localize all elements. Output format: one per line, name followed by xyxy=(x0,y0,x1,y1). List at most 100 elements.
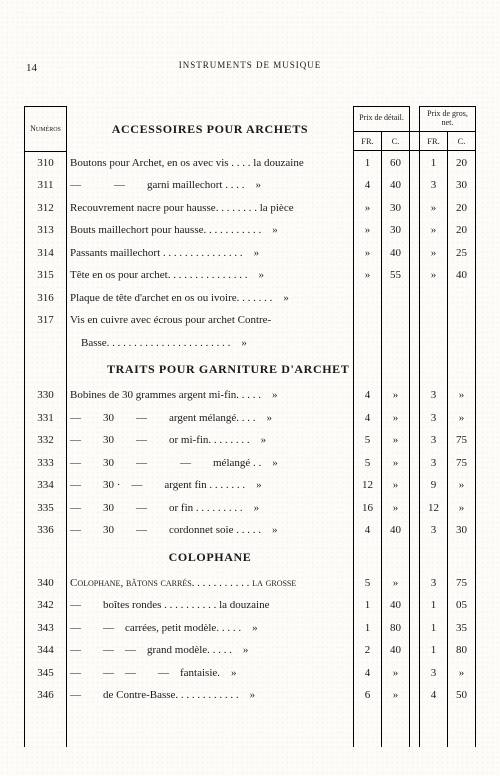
table-row: 335— 30 — or fin . . . . . . . . . »16»1… xyxy=(25,497,476,520)
price-cell: 35 xyxy=(448,617,476,640)
item-number: 333 xyxy=(25,452,67,475)
table-row: 332— 30 — or mi-fin. . . . . . . . »5»37… xyxy=(25,429,476,452)
price-cell xyxy=(382,287,410,310)
item-description: Passants maillechort . . . . . . . . . .… xyxy=(67,242,354,265)
price-cell xyxy=(448,332,476,355)
item-description: Boutons pour Archet, en os avec vis . . … xyxy=(67,151,354,174)
price-cell: 40 xyxy=(382,639,410,662)
item-number xyxy=(25,332,67,355)
price-cell xyxy=(382,332,410,355)
price-cell: 80 xyxy=(448,639,476,662)
price-cell: » xyxy=(382,662,410,685)
price-cell: 5 xyxy=(354,429,382,452)
price-cell: » xyxy=(382,384,410,407)
price-cell: » xyxy=(382,407,410,430)
price-cell: » xyxy=(382,474,410,497)
table-row: 310Boutons pour Archet, en os avec vis .… xyxy=(25,151,476,174)
section-accessories: ACCESSOIRES POUR ARCHETS xyxy=(67,107,354,152)
price-cell: 75 xyxy=(448,452,476,475)
table-row: 336— 30 — cordonnet soie . . . . . »4403… xyxy=(25,519,476,542)
price-cell: » xyxy=(382,684,410,707)
item-description: — de Contre-Basse. . . . . . . . . . . .… xyxy=(67,684,354,707)
price-cell: 20 xyxy=(448,151,476,174)
price-cell: » xyxy=(382,572,410,595)
price-cell: 3 xyxy=(420,662,448,685)
price-cell: 20 xyxy=(448,197,476,220)
col-fr-2: FR. xyxy=(420,132,448,151)
table-row: 312Recouvrement nacre pour hausse. . . .… xyxy=(25,197,476,220)
item-description: Bobines de 30 grammes argent mi-fin. . .… xyxy=(67,384,354,407)
price-cell: » xyxy=(354,219,382,242)
table-row: 315Tête en os pour archet. . . . . . . .… xyxy=(25,264,476,287)
price-cell: » xyxy=(354,197,382,220)
col-fr-1: FR. xyxy=(354,132,382,151)
item-number: 335 xyxy=(25,497,67,520)
price-cell: 4 xyxy=(354,662,382,685)
item-number: 346 xyxy=(25,684,67,707)
price-cell xyxy=(420,309,448,332)
price-cell: 1 xyxy=(420,639,448,662)
price-cell: 50 xyxy=(448,684,476,707)
item-number: 314 xyxy=(25,242,67,265)
price-cell: 1 xyxy=(354,151,382,174)
price-cell: 12 xyxy=(354,474,382,497)
table-row: 316Plaque de tête d'archet en os ou ivoi… xyxy=(25,287,476,310)
page-number: 14 xyxy=(26,62,37,74)
item-description: — 30 — or fin . . . . . . . . . » xyxy=(67,497,354,520)
running-head: INSTRUMENTS DE MUSIQUE xyxy=(24,60,476,70)
price-cell: 40 xyxy=(382,242,410,265)
price-cell xyxy=(420,287,448,310)
price-cell: » xyxy=(354,242,382,265)
item-number: 310 xyxy=(25,151,67,174)
table-row: 346— de Contre-Basse. . . . . . . . . . … xyxy=(25,684,476,707)
price-cell: 1 xyxy=(420,617,448,640)
price-cell: 5 xyxy=(354,572,382,595)
price-cell: 2 xyxy=(354,639,382,662)
price-cell: 80 xyxy=(382,617,410,640)
item-number: 340 xyxy=(25,572,67,595)
item-number: 332 xyxy=(25,429,67,452)
price-cell: 1 xyxy=(354,617,382,640)
table-row: 340Colophane, bâtons carrés. . . . . . .… xyxy=(25,572,476,595)
price-cell: » xyxy=(382,452,410,475)
item-number: 311 xyxy=(25,174,67,197)
price-cell xyxy=(354,309,382,332)
table-row: 333— 30 — — mélangé . . »5»375 xyxy=(25,452,476,475)
price-cell: 3 xyxy=(420,572,448,595)
price-table: Numéros ACCESSOIRES POUR ARCHETS Prix de… xyxy=(24,106,476,747)
item-number: 334 xyxy=(25,474,67,497)
table-row: 343— — carrées, petit modèle. . . . . »1… xyxy=(25,617,476,640)
section-colophane: COLOPHANE xyxy=(67,542,354,572)
item-description: — — — — fantaisie. » xyxy=(67,662,354,685)
price-cell: » xyxy=(382,497,410,520)
col-c-2: C. xyxy=(448,132,476,151)
price-cell: 4 xyxy=(354,174,382,197)
table-row: 342— boîtes rondes . . . . . . . . . . l… xyxy=(25,594,476,617)
price-cell: 30 xyxy=(382,219,410,242)
price-cell: 20 xyxy=(448,219,476,242)
price-cell: 30 xyxy=(448,174,476,197)
price-cell: 3 xyxy=(420,174,448,197)
item-description: Vis en cuivre avec écrous pour archet Co… xyxy=(67,309,354,332)
price-cell: 1 xyxy=(420,594,448,617)
price-cell: 40 xyxy=(382,174,410,197)
item-description: — — — grand modèle. . . . . » xyxy=(67,639,354,662)
item-description: — 30 — or mi-fin. . . . . . . . » xyxy=(67,429,354,452)
price-cell: » xyxy=(448,662,476,685)
col-gros: Prix de gros, net. xyxy=(420,107,476,132)
price-cell: 30 xyxy=(448,519,476,542)
item-number: 317 xyxy=(25,309,67,332)
price-cell: 6 xyxy=(354,684,382,707)
price-cell: 40 xyxy=(448,264,476,287)
item-number: 336 xyxy=(25,519,67,542)
price-cell: 60 xyxy=(382,151,410,174)
section-row-colophane: COLOPHANE xyxy=(25,542,476,572)
price-cell: 3 xyxy=(420,429,448,452)
table-row: 314Passants maillechort . . . . . . . . … xyxy=(25,242,476,265)
price-cell: 3 xyxy=(420,384,448,407)
price-cell: » xyxy=(448,474,476,497)
price-cell xyxy=(382,309,410,332)
table-header-group: Numéros ACCESSOIRES POUR ARCHETS Prix de… xyxy=(25,107,476,132)
table-row: 331— 30 — argent mélangé. . . . »4»3» xyxy=(25,407,476,430)
price-cell: 3 xyxy=(420,407,448,430)
